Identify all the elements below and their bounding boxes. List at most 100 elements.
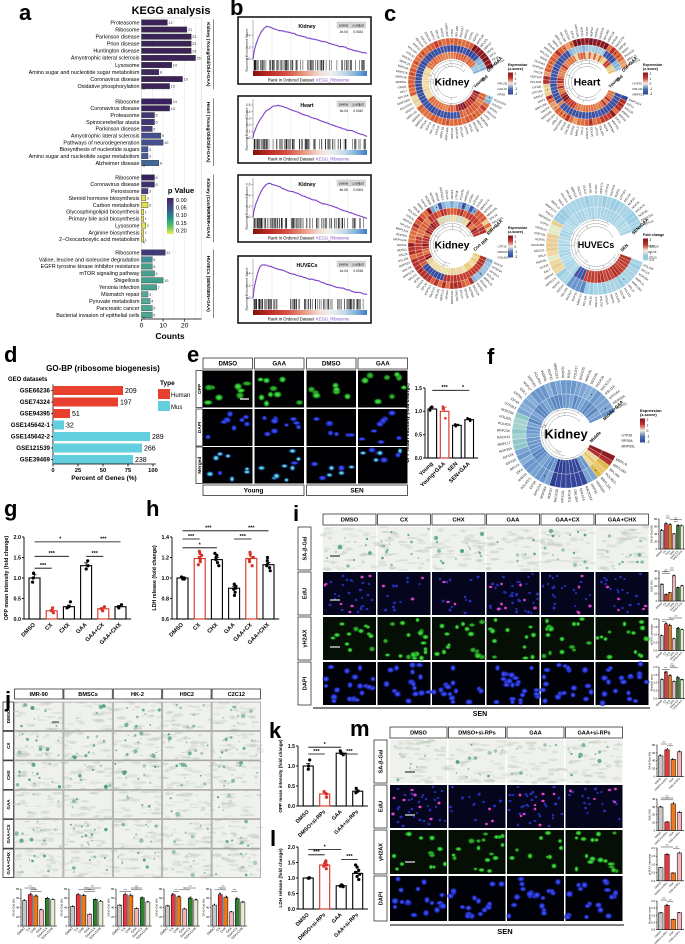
- svg-text:γH2AX: γH2AX: [303, 629, 309, 647]
- svg-text:DMSO: DMSO: [21, 622, 38, 639]
- svg-text:0.0018: 0.0018: [353, 269, 363, 273]
- svg-text:RACK27: RACK27: [565, 289, 574, 301]
- svg-text:266: 266: [144, 446, 156, 453]
- svg-text:0.5: 0.5: [246, 103, 251, 107]
- svg-text:1.5: 1.5: [288, 744, 295, 750]
- svg-text:MRPS32X: MRPS32X: [628, 98, 642, 107]
- svg-text:60: 60: [206, 896, 210, 900]
- svg-text:Coronavirus disease: Coronavirus disease: [90, 77, 139, 83]
- svg-text:1: 1: [145, 217, 147, 221]
- svg-text:UTP9L: UTP9L: [467, 30, 474, 40]
- svg-text:GAA+CX: GAA+CX: [555, 518, 579, 524]
- svg-text:EIF21: EIF21: [614, 116, 622, 125]
- svg-text:40: 40: [654, 532, 658, 536]
- svg-text:Rank in Ordered Dataset: Rank in Ordered Dataset: [268, 235, 315, 240]
- svg-text:Expression: Expression: [640, 408, 662, 413]
- svg-text:Percent of Genes (%): Percent of Genes (%): [71, 475, 136, 482]
- svg-text:Amino sugar and nucleotide sug: Amino sugar and nucleotide sugar metabol…: [29, 154, 140, 160]
- svg-text:0.5: 0.5: [653, 689, 657, 693]
- svg-text:NOP4A: NOP4A: [561, 367, 566, 379]
- svg-text:GAA: GAA: [35, 926, 43, 934]
- svg-text:***: ***: [670, 663, 673, 667]
- svg-text:Pyruvate metabolism: Pyruvate metabolism: [89, 299, 140, 305]
- svg-text:GAA: GAA: [6, 799, 11, 810]
- svg-text:DAPI: DAPI: [197, 421, 203, 433]
- svg-text:p.adjust: p.adjust: [353, 102, 364, 106]
- svg-text:***: ***: [665, 795, 668, 799]
- svg-text:Pathways of neurodegeneration: Pathways of neurodegeneration: [63, 140, 139, 146]
- svg-text:GNL10L: GNL10L: [623, 192, 633, 203]
- svg-text:MRPL1L: MRPL1L: [634, 276, 645, 287]
- svg-text:RACK7: RACK7: [576, 186, 583, 197]
- svg-text:Arginine biosynthesis: Arginine biosynthesis: [89, 230, 140, 236]
- svg-text:***: ***: [441, 385, 448, 391]
- svg-text:6: 6: [156, 121, 158, 125]
- svg-text:GNL6L: GNL6L: [397, 84, 407, 89]
- svg-text:pvalue: pvalue: [339, 102, 349, 106]
- svg-text:***: ***: [662, 897, 665, 901]
- svg-text:EIF32A: EIF32A: [505, 457, 518, 466]
- svg-text:RPL7: RPL7: [400, 89, 408, 94]
- svg-text:1.0: 1.0: [288, 876, 295, 882]
- svg-text:RPL38X: RPL38X: [565, 189, 574, 200]
- svg-text:19: 19: [184, 78, 188, 82]
- svg-text:pvalue: pvalue: [339, 263, 349, 267]
- svg-text:1.5: 1.5: [653, 673, 657, 677]
- svg-text:0.6: 0.6: [162, 617, 170, 623]
- svg-text:0.4: 0.4: [246, 33, 251, 37]
- svg-text:NOP8: NOP8: [602, 123, 609, 132]
- svg-text:WDR12: WDR12: [405, 105, 416, 114]
- svg-text:CHX: CHX: [125, 926, 133, 934]
- svg-text:***: ***: [85, 886, 88, 890]
- svg-text:RSL31A: RSL31A: [599, 296, 604, 307]
- svg-text:10: 10: [654, 592, 658, 596]
- svg-text:0: 0: [650, 82, 652, 86]
- svg-text:6: 6: [156, 176, 158, 180]
- svg-text:6: 6: [156, 272, 158, 276]
- svg-text:0: 0: [656, 547, 658, 551]
- svg-text:RPL18A: RPL18A: [608, 468, 621, 480]
- svg-text:RRP11X: RRP11X: [643, 219, 655, 227]
- svg-text:***: ***: [188, 534, 195, 540]
- svg-text:***: ***: [669, 898, 672, 902]
- svg-text:13: 13: [171, 85, 175, 89]
- svg-text:RPL36X: RPL36X: [546, 113, 556, 123]
- svg-text:NOP31: NOP31: [579, 27, 584, 37]
- svg-text:DMSO: DMSO: [219, 361, 238, 368]
- svg-text:Rank in Ordered Dataset: Rank in Ordered Dataset: [268, 77, 315, 82]
- svg-text:DDX25: DDX25: [589, 127, 594, 137]
- svg-text:CHX: CHX: [664, 699, 671, 706]
- svg-text:RPL3: RPL3: [580, 127, 585, 135]
- svg-text:1.5: 1.5: [651, 854, 655, 858]
- svg-text:***: ***: [674, 615, 677, 619]
- svg-text:MRPS10L: MRPS10L: [486, 206, 499, 218]
- svg-text:RSL8: RSL8: [557, 198, 565, 206]
- svg-text:DMSO: DMSO: [6, 709, 11, 723]
- svg-text:EIF4X: EIF4X: [510, 397, 521, 406]
- svg-text:DMSO+si-RPs: DMSO+si-RPs: [458, 731, 495, 737]
- svg-text:RSL29: RSL29: [533, 69, 543, 75]
- svg-text:MRPL36: MRPL36: [475, 33, 485, 45]
- svg-text:Prion disease: Prion disease: [107, 42, 140, 48]
- svg-text:2: 2: [647, 418, 649, 422]
- svg-text:RPL18X: RPL18X: [454, 26, 459, 37]
- svg-text:POLR32X: POLR32X: [493, 98, 507, 107]
- svg-text:SA-β-Gal (%): SA-β-Gal (%): [60, 899, 64, 917]
- svg-text:EIF9A: EIF9A: [529, 479, 538, 490]
- svg-text:Kidney: Kidney: [434, 240, 469, 252]
- svg-text:80: 80: [206, 887, 210, 891]
- svg-text:0.0: 0.0: [288, 907, 295, 913]
- svg-text:20: 20: [64, 915, 68, 919]
- svg-text:CX: CX: [662, 651, 668, 657]
- svg-text:0: 0: [18, 924, 20, 928]
- svg-text:MRPL38: MRPL38: [454, 127, 459, 139]
- svg-text:60: 60: [111, 896, 115, 900]
- svg-text:CX: CX: [662, 699, 668, 705]
- svg-text:***: ***: [31, 886, 34, 890]
- svg-text:0.5: 0.5: [651, 871, 655, 875]
- svg-text:Kidney: Kidney: [434, 77, 469, 89]
- svg-text:0: 0: [51, 468, 54, 474]
- svg-text:***: ***: [248, 526, 255, 532]
- svg-text:Nuclear area: Nuclear area: [650, 674, 654, 692]
- svg-text:WDR17: WDR17: [533, 93, 544, 100]
